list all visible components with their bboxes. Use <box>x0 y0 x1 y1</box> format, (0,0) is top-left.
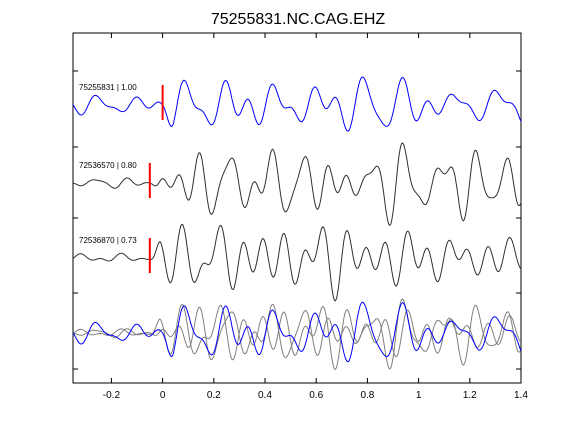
trace-waveform <box>72 142 522 227</box>
trace-waveform <box>72 223 522 302</box>
x-tick-label: 1 <box>416 390 422 401</box>
trace-waveform <box>72 76 522 132</box>
x-tick-labels: -0.2 0 0.2 0.4 0.6 0.8 1 1.2 1.4 <box>103 390 529 401</box>
pick-markers <box>148 85 164 273</box>
chart-title: 75255831.NC.CAG.EHZ <box>211 11 386 28</box>
trace-label: 72536570 | 0.80 <box>79 161 137 170</box>
trace-labels: 75255831 | 1.00 72536570 | 0.80 72536870 |… <box>79 83 137 245</box>
axis-ticks <box>73 33 522 383</box>
x-tick-label: 0.4 <box>258 390 272 401</box>
x-tick-label: 0 <box>160 390 166 401</box>
x-tick-label: 0.2 <box>207 390 221 401</box>
waveform-traces <box>72 76 522 371</box>
overlay-target-waveform <box>72 301 522 363</box>
x-tick-label: 0.6 <box>309 390 323 401</box>
x-tick-label: 0.8 <box>360 390 374 401</box>
trace-label: 75255831 | 1.00 <box>79 83 137 92</box>
x-tick-label: 1.2 <box>463 390 477 401</box>
overlay-waveform <box>72 298 522 370</box>
x-tick-label: 1.4 <box>514 390 528 401</box>
trace-label: 72536870 | 0.73 <box>79 236 137 245</box>
x-tick-label: -0.2 <box>103 390 121 401</box>
overlay-waveform <box>72 303 522 371</box>
